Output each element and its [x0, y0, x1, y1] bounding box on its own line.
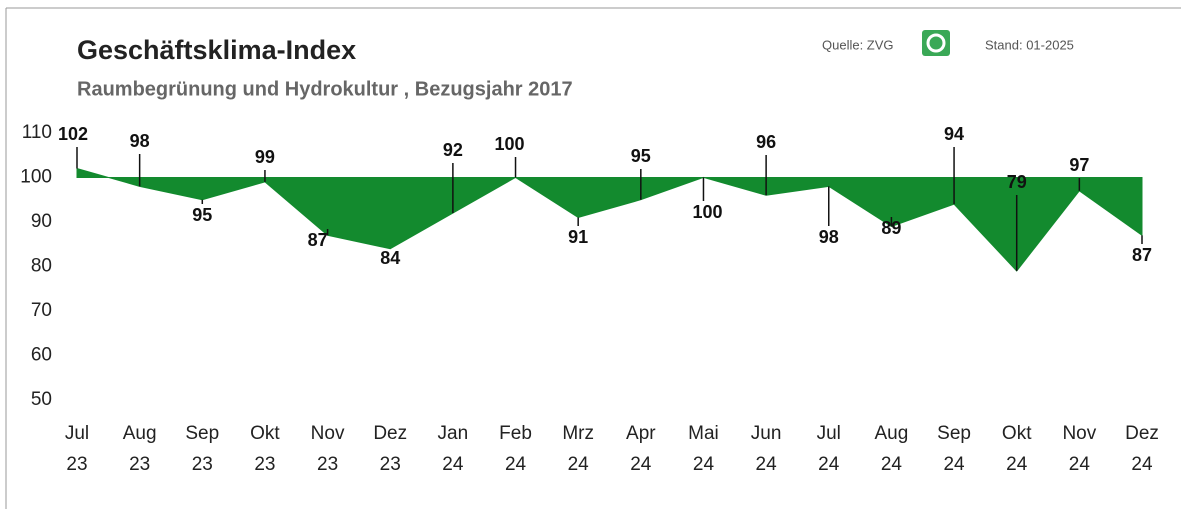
data-label: 98	[130, 131, 150, 151]
x-tick-label: Aug 23	[122, 423, 157, 475]
x-tick-label: Nov 24	[1062, 423, 1097, 475]
data-label: 87	[308, 230, 328, 250]
x-tick-label: Sep 24	[937, 423, 971, 475]
y-tick-label: 70	[31, 300, 52, 321]
x-tick-label: Dez 24	[1125, 423, 1159, 475]
data-label: 92	[443, 140, 463, 160]
data-label: 94	[944, 124, 964, 144]
data-label: 89	[881, 218, 901, 238]
y-tick-label: 90	[31, 211, 52, 232]
x-tick-label: Apr 24	[626, 423, 656, 475]
area	[76, 167, 1143, 272]
data-label: 87	[1132, 245, 1152, 265]
x-tick-label: Okt 23	[250, 423, 280, 475]
x-tick-label: Feb 24	[499, 423, 532, 475]
data-label: 99	[255, 147, 275, 167]
y-tick-label: 100	[20, 166, 52, 187]
data-label: 102	[58, 124, 88, 144]
x-tick-label: Jun 24	[750, 423, 782, 475]
date: Stand: 01-2025	[985, 37, 1074, 52]
logo	[922, 30, 950, 56]
data-label: 96	[756, 132, 776, 152]
data-label: 95	[631, 146, 651, 166]
x-tick-label: Jan 24	[437, 423, 469, 475]
data-label: 95	[192, 205, 212, 225]
y-tick-label: 80	[31, 256, 52, 277]
source: Quelle: ZVG	[822, 37, 894, 52]
data-label: 98	[819, 227, 839, 247]
x-tick-label: Sep 23	[185, 423, 220, 475]
x-tick-label: Dez 23	[373, 423, 408, 475]
y-tick-label: 110	[22, 122, 52, 143]
chart-subtitle: Raumbegrünung und Hydrokultur , Bezugsja…	[77, 78, 573, 100]
x-tick-label: Nov 23	[310, 423, 345, 475]
data-label: 84	[380, 248, 400, 268]
x-tick-label: Mrz 24	[562, 423, 594, 475]
data-label: 100	[692, 202, 722, 222]
data-label: 100	[495, 134, 525, 154]
data-label: 91	[568, 227, 588, 247]
y-tick-label: 50	[31, 389, 52, 410]
x-tick-label: Mai 24	[688, 423, 719, 475]
chart-title: Geschäftsklima-Index	[77, 35, 356, 65]
x-tick-label: Jul 24	[816, 423, 841, 475]
y-tick-label: 60	[31, 345, 52, 366]
x-tick-label: Aug 24	[874, 423, 909, 475]
data-label: 97	[1069, 155, 1089, 175]
x-tick-label: Jul 23	[64, 423, 90, 475]
data-label: 79	[1007, 172, 1027, 192]
x-tick-label: Okt 24	[1001, 423, 1032, 475]
